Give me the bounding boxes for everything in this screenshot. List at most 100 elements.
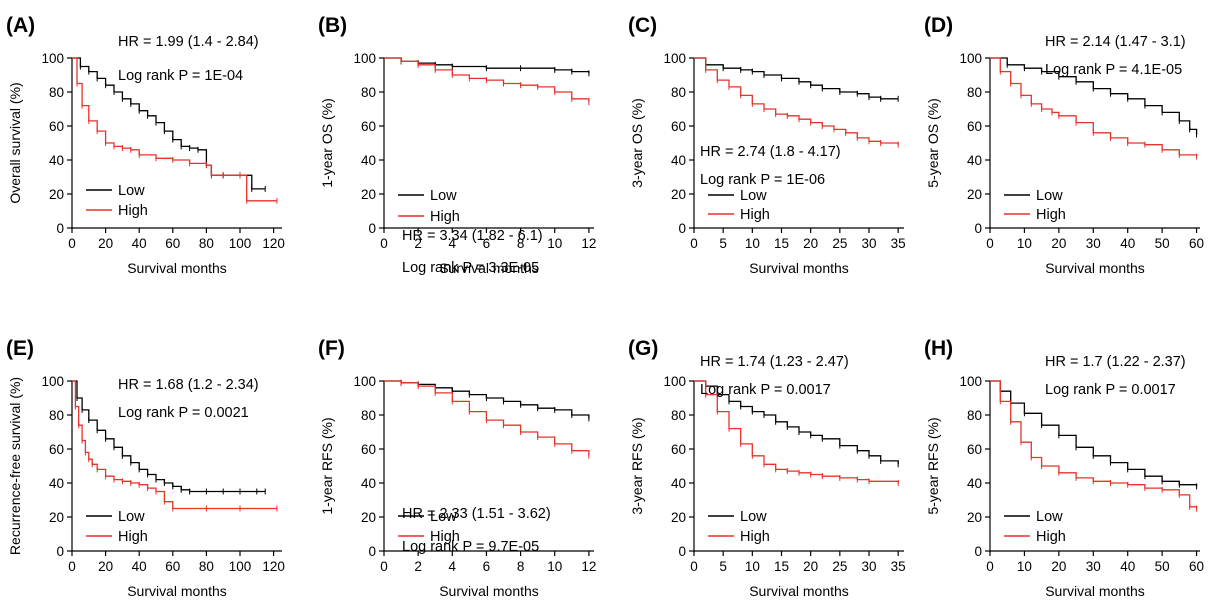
log-rank-p-text: Log rank P = 9.7E-05	[402, 539, 539, 555]
y-tick-label: 100	[663, 51, 686, 66]
legend-label-low: Low	[430, 509, 457, 525]
x-tick-label: 5	[719, 236, 727, 251]
x-tick-label: 60	[165, 559, 180, 574]
x-tick-label: 8	[517, 236, 525, 251]
panel-label: (G)	[628, 337, 658, 360]
x-tick-label: 60	[165, 236, 180, 251]
x-tick-label: 60	[1189, 236, 1204, 251]
y-tick-label: 100	[959, 374, 982, 389]
x-axis-title: Survival months	[749, 583, 849, 599]
panel-label: (F)	[318, 337, 345, 360]
x-tick-label: 40	[132, 236, 147, 251]
x-tick-label: 20	[98, 236, 113, 251]
x-axis-title: Survival months	[127, 583, 227, 599]
log-rank-p-text: Log rank P = 3.3E-05	[402, 260, 539, 276]
x-tick-label: 0	[986, 559, 994, 574]
legend-label-low: Low	[1036, 509, 1063, 525]
x-tick-label: 30	[861, 236, 876, 251]
y-tick-label: 0	[974, 221, 982, 236]
x-tick-label: 50	[1155, 559, 1170, 574]
hazard-ratio-text: HR = 1.7 (1.22 - 2.37)	[1045, 354, 1186, 370]
y-tick-label: 100	[41, 51, 64, 66]
y-tick-label: 20	[361, 187, 376, 202]
panel-label: (E)	[6, 337, 34, 360]
x-tick-label: 80	[199, 236, 214, 251]
x-tick-label: 4	[449, 559, 457, 574]
x-tick-label: 50	[1155, 236, 1170, 251]
y-tick-label: 40	[49, 476, 64, 491]
hazard-ratio-text: HR = 2.74 (1.8 - 4.17)	[700, 144, 841, 160]
x-tick-label: 10	[547, 559, 562, 574]
y-tick-label: 40	[671, 476, 686, 491]
y-axis-title: 1-year OS (%)	[319, 98, 335, 187]
hazard-ratio-text: HR = 1.99 (1.4 - 2.84)	[118, 34, 259, 50]
x-axis-title: Survival months	[1045, 583, 1145, 599]
survival-curve-high	[694, 57, 899, 145]
x-tick-label: 0	[690, 236, 698, 251]
log-rank-p-text: Log rank P = 0.0021	[118, 405, 249, 421]
log-rank-p-text: Log rank P = 0.0017	[700, 382, 831, 398]
legend-label-low: Low	[430, 188, 457, 204]
x-tick-label: 6	[483, 559, 491, 574]
survival-curve-high	[990, 380, 1198, 509]
x-tick-label: 30	[861, 559, 876, 574]
hazard-ratio-text: HR = 2.33 (1.51 - 3.62)	[402, 506, 551, 522]
x-tick-label: 120	[262, 236, 285, 251]
log-rank-p-text: Log rank P = 1E-06	[700, 172, 825, 188]
x-tick-label: 10	[1017, 559, 1032, 574]
survival-curve-low	[694, 57, 899, 100]
x-tick-label: 12	[581, 559, 596, 574]
hazard-ratio-text: HR = 2.14 (1.47 - 3.1)	[1045, 34, 1186, 50]
panel-d: (D) 0 20 40 60 80 100 0 10 20 30 40 50 60 Survival mon…	[924, 14, 1204, 276]
legend-label-high: High	[740, 529, 770, 545]
x-axis-title: Survival months	[439, 260, 539, 276]
log-rank-p-text: Log rank P = 4.1E-05	[1045, 62, 1182, 78]
x-tick-label: 15	[774, 559, 789, 574]
x-tick-label: 6	[483, 236, 491, 251]
y-tick-label: 100	[959, 51, 982, 66]
panel-b: (B) 0 20 40 60 80 100 0 2 4 6 8 10 12 Survival months 1…	[318, 14, 596, 276]
y-tick-label: 20	[49, 187, 64, 202]
x-tick-label: 40	[1120, 559, 1135, 574]
panel-c: (C) 0 20 40 60 80 100 0 5 10 15 20 25 30 35 Survival mo…	[628, 14, 906, 276]
y-tick-label: 100	[353, 374, 376, 389]
y-tick-label: 60	[49, 119, 64, 134]
legend-label-high: High	[430, 529, 460, 545]
y-tick-label: 0	[368, 221, 376, 236]
survival-curve-high	[72, 57, 277, 202]
y-tick-label: 40	[967, 476, 982, 491]
log-rank-p-text: Log rank P = 1E-04	[118, 68, 243, 84]
legend-label-high: High	[740, 207, 770, 223]
y-tick-label: 0	[678, 544, 686, 559]
x-axis-title: Survival months	[1045, 260, 1145, 276]
x-tick-label: 10	[745, 236, 760, 251]
survival-curve-high	[990, 57, 1198, 157]
y-tick-label: 80	[967, 85, 982, 100]
survival-curve-low	[72, 380, 266, 493]
panel-label: (A)	[6, 14, 35, 37]
x-tick-label: 20	[98, 559, 113, 574]
x-tick-label: 15	[774, 236, 789, 251]
y-tick-label: 80	[967, 408, 982, 423]
panel-label: (H)	[924, 337, 953, 360]
y-tick-label: 0	[56, 544, 64, 559]
panel-e: (E) 0 20 40 60 80 100 0 20 40 60 80 100 120 Survival m…	[6, 337, 285, 599]
y-tick-label: 20	[49, 510, 64, 525]
y-tick-label: 20	[671, 187, 686, 202]
x-tick-label: 100	[229, 236, 252, 251]
y-tick-label: 100	[353, 51, 376, 66]
x-tick-label: 35	[891, 236, 906, 251]
y-tick-label: 20	[361, 510, 376, 525]
x-tick-label: 80	[199, 559, 214, 574]
x-tick-label: 10	[745, 559, 760, 574]
legend-label-high: High	[118, 203, 148, 219]
x-tick-label: 10	[1017, 236, 1032, 251]
y-tick-label: 100	[663, 374, 686, 389]
x-tick-label: 0	[986, 236, 994, 251]
y-tick-label: 40	[361, 153, 376, 168]
x-tick-label: 25	[832, 559, 847, 574]
x-tick-label: 10	[547, 236, 562, 251]
y-tick-label: 100	[41, 374, 64, 389]
legend-label-low: Low	[740, 509, 767, 525]
hazard-ratio-text: HR = 1.74 (1.23 - 2.47)	[700, 354, 849, 370]
